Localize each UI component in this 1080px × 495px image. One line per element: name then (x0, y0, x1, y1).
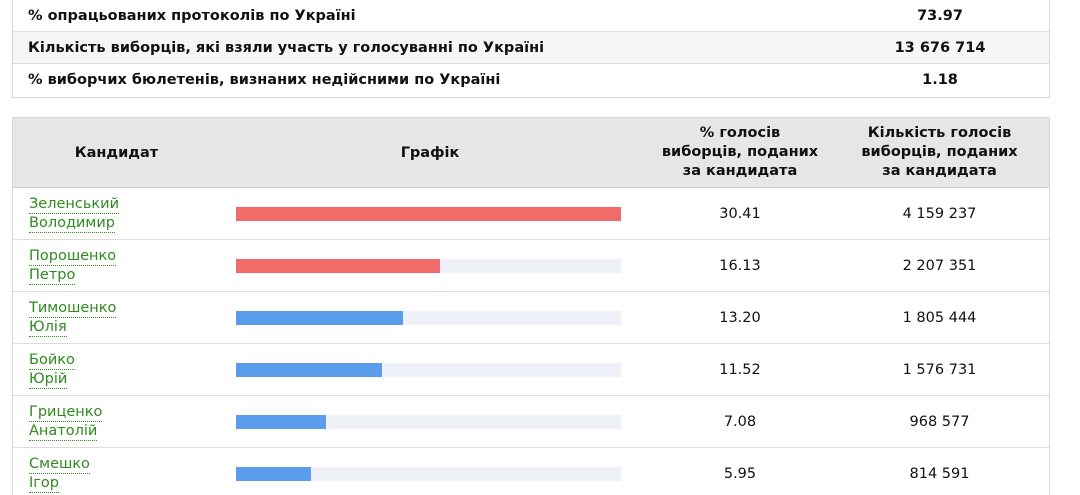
candidate-surname: Зеленський (29, 195, 120, 214)
candidate-link[interactable]: Смешко Ігор (29, 455, 90, 493)
bar-fill (236, 362, 382, 377)
bar-track (236, 258, 621, 273)
candidate-given-name: Анатолій (29, 422, 98, 441)
header-percent: % голосів виборців, поданих за кандидата (640, 124, 840, 181)
table-row: Зеленський Володимир 30.41 4 159 237 (13, 188, 1049, 240)
chart-cell (220, 414, 640, 429)
chart-cell (220, 466, 640, 481)
table-row: Порошенко Петро 16.13 2 207 351 (13, 240, 1049, 292)
bar-fill (236, 258, 441, 273)
votes-cell: 814 591 (909, 465, 970, 482)
header-votes-line: Кількість голосів (867, 125, 1012, 141)
votes-cell: 2 207 351 (902, 257, 977, 274)
votes-cell: 968 577 (909, 413, 970, 430)
candidate-link[interactable]: Тимошенко Юлія (29, 299, 117, 337)
table-row: Гриценко Анатолій 7.08 968 577 (13, 396, 1049, 448)
summary-row-protocols: % опрацьованих протоколів по Україні 73.… (13, 0, 1049, 32)
candidate-given-name: Юрій (29, 370, 68, 389)
bar-track (236, 466, 621, 481)
summary-label: % виборчих бюлетенів, визнаних недійсним… (28, 72, 501, 88)
candidate-link[interactable]: Гриценко Анатолій (29, 403, 103, 441)
table-header: Кандидат Графік % голосів виборців, пода… (13, 118, 1049, 188)
candidate-surname: Смешко (29, 455, 90, 474)
candidate-cell: Гриценко Анатолій (13, 403, 220, 441)
table-row: Тимошенко Юлія 13.20 1 805 444 (13, 292, 1049, 344)
header-percent-line: за кандидата (682, 163, 798, 179)
summary-label: % опрацьованих протоколів по Україні (28, 7, 356, 24)
candidate-link[interactable]: Бойко Юрій (29, 351, 75, 389)
candidate-surname: Бойко (29, 351, 75, 370)
votes-cell: 4 159 237 (902, 205, 977, 222)
percent-cell: 5.95 (723, 465, 757, 482)
summary-value: 13 676 714 (894, 39, 986, 56)
table-row: Бойко Юрій 11.52 1 576 731 (13, 344, 1049, 396)
candidate-given-name: Володимир (29, 214, 115, 233)
candidate-cell: Зеленський Володимир (13, 195, 220, 233)
summary-value: 73.97 (917, 7, 963, 24)
summary-value: 1.18 (922, 72, 958, 88)
bar-track (236, 414, 621, 429)
candidate-surname: Тимошенко (29, 299, 117, 318)
candidate-given-name: Петро (29, 266, 76, 285)
candidate-surname: Гриценко (29, 403, 103, 422)
header-votes-line: за кандидата (882, 163, 997, 179)
percent-cell: 30.41 (719, 205, 761, 222)
bar-fill (236, 310, 404, 325)
candidate-cell: Бойко Юрій (13, 351, 220, 389)
bar-fill (236, 414, 326, 429)
header-percent-line: % голосів (699, 125, 781, 141)
header-chart: Графік (400, 144, 460, 161)
summary-row-turnout: Кількість виборців, які взяли участь у г… (13, 32, 1049, 64)
bar-fill (236, 466, 312, 481)
candidate-link[interactable]: Зеленський Володимир (29, 195, 120, 233)
header-votes-line: виборців, поданих (861, 144, 1018, 160)
candidate-cell: Порошенко Петро (13, 247, 220, 285)
summary-table: % опрацьованих протоколів по Україні 73.… (12, 0, 1050, 98)
percent-cell: 11.52 (719, 361, 761, 378)
chart-cell (220, 362, 640, 377)
votes-cell: 1 576 731 (902, 361, 977, 378)
percent-cell: 13.20 (719, 309, 761, 326)
candidate-cell: Тимошенко Юлія (13, 299, 220, 337)
summary-row-invalid: % виборчих бюлетенів, визнаних недійсним… (13, 64, 1049, 96)
votes-cell: 1 805 444 (902, 309, 977, 326)
candidate-surname: Порошенко (29, 247, 117, 266)
candidate-given-name: Ігор (29, 474, 59, 493)
chart-cell (220, 206, 640, 221)
bar-track (236, 206, 621, 221)
bar-track (236, 310, 621, 325)
bar-track (236, 362, 621, 377)
summary-label: Кількість виборців, які взяли участь у г… (28, 39, 545, 56)
percent-cell: 16.13 (719, 257, 761, 274)
header-votes: Кількість голосів виборців, поданих за к… (840, 124, 1049, 181)
candidate-link[interactable]: Порошенко Петро (29, 247, 117, 285)
chart-cell (220, 310, 640, 325)
candidates-table: Кандидат Графік % голосів виборців, пода… (12, 117, 1050, 495)
header-candidate: Кандидат (74, 144, 159, 161)
header-percent-line: виборців, поданих (661, 144, 819, 160)
table-row: Смешко Ігор 5.95 814 591 (13, 448, 1049, 495)
candidate-given-name: Юлія (29, 318, 67, 337)
percent-cell: 7.08 (723, 413, 757, 430)
candidate-cell: Смешко Ігор (13, 455, 220, 493)
chart-cell (220, 258, 640, 273)
bar-fill (236, 206, 621, 221)
table-body: Зеленський Володимир 30.41 4 159 237 Пор… (13, 188, 1049, 495)
